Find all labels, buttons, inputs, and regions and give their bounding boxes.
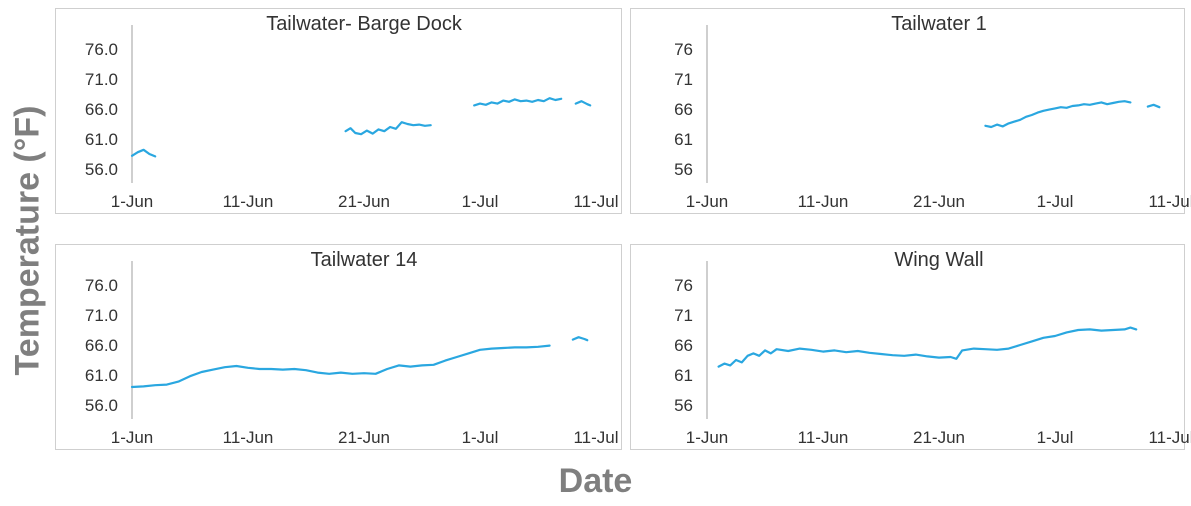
chart-plot: 56 61 66 71 76 1-Jun 11-Jun 21-Jun 1-Jul 11-Jul — [674, 261, 1191, 447]
chart-plot: 56 61 66 71 76 1-Jun 11-Jun 21-Jun 1-Jul 11-Jul — [674, 25, 1191, 211]
x-tick-label: 11-Jun — [223, 192, 274, 211]
y-axis-label-text: Temperature (°F) — [8, 105, 47, 375]
y-tick-label: 76.0 — [85, 40, 118, 59]
chart-title: Tailwater 14 — [310, 249, 418, 271]
temperature-series-line — [344, 121, 432, 136]
temperature-series-line — [1146, 103, 1161, 109]
temperature-series-line — [130, 344, 551, 389]
y-tick-label: 56.0 — [85, 396, 118, 415]
x-tick-label: 11-Jul — [1148, 192, 1191, 211]
chart-panel-2: Tailwater 1 56 61 66 71 76 1-Jun 11-Jun 21-Jun 1-… — [630, 8, 1191, 214]
temperature-series-line — [473, 97, 563, 107]
y-tick-label: 71 — [674, 306, 693, 325]
x-tick-label: 21-Jun — [338, 192, 390, 211]
y-tick-label: 71.0 — [85, 306, 118, 325]
chart-panel-1: Tailwater- Barge Dock 56.0 61.0 66.0 71.0 76.… — [55, 8, 622, 214]
chart-panel-4: Wing Wall 56 61 66 71 76 1-Jun 11-Jun 21-Jun 1-Ju… — [630, 244, 1191, 450]
x-tick-label: 21-Jun — [338, 428, 390, 447]
y-tick-label: 61 — [674, 130, 693, 149]
x-tick-label: 11-Jul — [573, 192, 618, 211]
x-tick-label: 1-Jul — [1037, 192, 1074, 211]
chart-plot: 56.0 61.0 66.0 71.0 76.0 1-Jun 11-Jun 21-Jun 1-J… — [85, 261, 619, 447]
x-tick-label: 11-Jun — [798, 428, 849, 447]
y-tick-label: 66.0 — [85, 336, 118, 355]
y-tick-label: 66.0 — [85, 100, 118, 119]
y-tick-label: 71.0 — [85, 70, 118, 89]
x-tick-label: 21-Jun — [913, 428, 965, 447]
y-axis-label: Temperature (°F) — [8, 90, 48, 390]
x-tick-label: 11-Jun — [798, 192, 849, 211]
x-tick-label: 11-Jun — [223, 428, 274, 447]
chart-panel-3: Tailwater 14 56.0 61.0 66.0 71.0 76.0 1-Jun 11-… — [55, 244, 622, 450]
y-tick-label: 71 — [674, 70, 693, 89]
x-tick-label: 11-Jul — [573, 428, 618, 447]
chart-title: Wing Wall — [894, 249, 984, 271]
x-tick-label: 1-Jun — [111, 192, 154, 211]
temperature-series-line — [574, 100, 592, 107]
y-tick-label: 56.0 — [85, 160, 118, 179]
y-tick-label: 61 — [674, 366, 693, 385]
temperature-series-line — [130, 148, 157, 158]
temperature-series-line — [571, 336, 589, 342]
x-tick-label: 1-Jun — [686, 192, 729, 211]
y-tick-label: 56 — [674, 160, 693, 179]
y-tick-label: 66 — [674, 100, 693, 119]
temperature-series-line — [984, 100, 1132, 129]
x-tick-label: 11-Jul — [1148, 428, 1191, 447]
y-tick-label: 61.0 — [85, 130, 118, 149]
x-tick-label: 1-Jul — [1037, 428, 1074, 447]
chart-title: Tailwater- Barge Dock — [266, 13, 462, 35]
x-tick-label: 1-Jun — [111, 428, 154, 447]
x-tick-label: 1-Jun — [686, 428, 729, 447]
y-tick-label: 66 — [674, 336, 693, 355]
chart-title: Tailwater 1 — [891, 13, 987, 35]
y-tick-label: 76 — [674, 276, 693, 295]
x-axis-label: Date — [558, 462, 633, 500]
y-tick-label: 56 — [674, 396, 693, 415]
x-tick-label: 21-Jun — [913, 192, 965, 211]
x-tick-label: 1-Jul — [462, 428, 499, 447]
y-tick-label: 76 — [674, 40, 693, 59]
chart-plot: 56.0 61.0 66.0 71.0 76.0 1-Jun 11-Jun 21-Jun 1-J… — [85, 25, 619, 211]
temperature-series-line — [717, 326, 1138, 368]
x-tick-label: 1-Jul — [462, 192, 499, 211]
y-tick-label: 76.0 — [85, 276, 118, 295]
y-tick-label: 61.0 — [85, 366, 118, 385]
